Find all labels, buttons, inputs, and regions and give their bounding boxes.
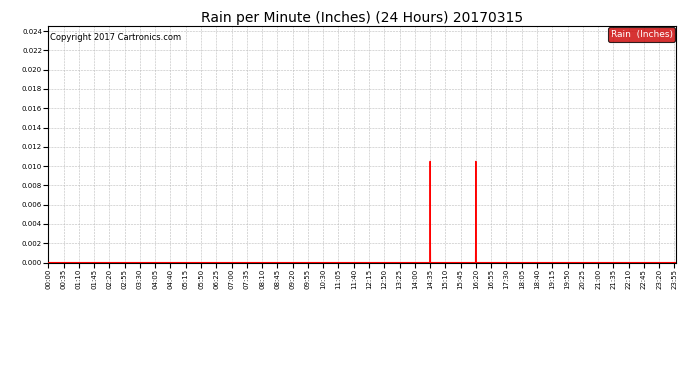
Title: Rain per Minute (Inches) (24 Hours) 20170315: Rain per Minute (Inches) (24 Hours) 2017…	[201, 11, 523, 25]
Text: Copyright 2017 Cartronics.com: Copyright 2017 Cartronics.com	[50, 33, 181, 42]
Legend: Rain  (Inches): Rain (Inches)	[608, 27, 676, 42]
